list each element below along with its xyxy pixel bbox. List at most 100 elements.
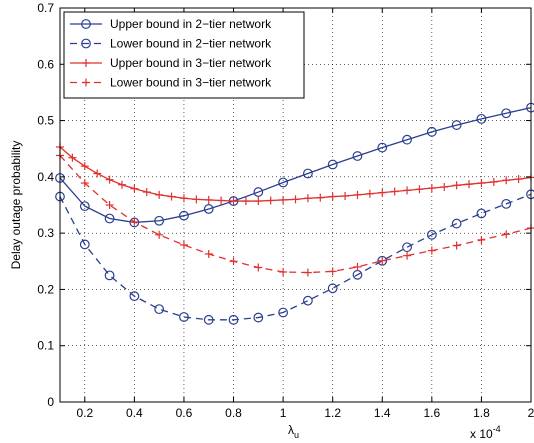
data-point <box>142 188 151 197</box>
y-tick-label: 0.1 <box>37 339 54 353</box>
y-tick-label: 0.2 <box>37 282 54 296</box>
data-point <box>81 38 91 49</box>
data-point <box>254 263 263 272</box>
data-point <box>179 312 189 322</box>
data-point <box>204 249 213 258</box>
data-point <box>93 169 102 178</box>
data-point <box>415 185 424 194</box>
data-point <box>155 190 164 199</box>
data-point <box>229 257 238 266</box>
data-point <box>130 217 139 226</box>
x-tick-label: 1 <box>280 406 287 420</box>
data-point <box>403 251 412 260</box>
series-layer <box>55 102 534 325</box>
x-axis-multiplier: x 10-4 <box>470 424 501 441</box>
data-point <box>327 159 338 170</box>
data-point <box>82 59 90 67</box>
data-point <box>79 239 90 250</box>
data-point <box>228 314 239 325</box>
data-point <box>68 153 77 162</box>
data-point <box>82 78 90 87</box>
series-3 <box>56 143 534 206</box>
data-point <box>241 197 250 206</box>
data-point <box>229 197 238 206</box>
data-point <box>403 186 412 195</box>
data-point <box>427 184 436 193</box>
data-point <box>104 213 115 224</box>
data-point <box>179 210 189 221</box>
data-point <box>79 201 90 212</box>
data-point <box>440 182 449 191</box>
x-tick-label: 0.8 <box>225 406 242 420</box>
legend-label: Upper bound in 2−tier network <box>110 17 272 31</box>
axis-ticks: 0.2 0.4 0.6 0.8 1 1.2 1.4 1.6 1.8 2 0 0.1 0.2 0.3 0.4 0… <box>37 1 534 420</box>
data-point <box>377 142 388 153</box>
data-point <box>129 291 140 302</box>
legend-item-3: Upper bound in 3−tier network <box>70 56 272 70</box>
x-tick-label: 1.2 <box>324 406 341 420</box>
data-point <box>254 197 263 206</box>
x-axis-label-main: λ <box>288 423 294 437</box>
data-point <box>390 187 399 196</box>
data-point <box>402 242 412 253</box>
x-tick-label: 0.6 <box>176 406 193 420</box>
data-point <box>154 215 165 226</box>
x-tick-label: 2 <box>528 406 534 420</box>
data-point <box>426 229 437 240</box>
data-point <box>130 184 139 193</box>
data-point <box>327 283 338 294</box>
data-point <box>81 19 91 29</box>
data-point <box>451 120 462 130</box>
data-point <box>489 177 498 186</box>
grid-lines <box>60 8 531 402</box>
x-axis-label-subscript: u <box>294 430 299 440</box>
x-tick-label: 1.4 <box>374 406 391 420</box>
y-tick-label: 0.7 <box>37 1 54 15</box>
data-point <box>352 151 363 161</box>
x-tick-label: 0.4 <box>126 406 143 420</box>
data-point <box>303 268 312 277</box>
legend-item-2: Lower bound in 2−tier network <box>70 37 272 51</box>
y-tick-label: 0.6 <box>37 57 54 71</box>
data-point <box>266 196 275 205</box>
data-point <box>465 180 474 189</box>
data-point <box>502 176 511 185</box>
data-point <box>378 188 387 197</box>
x-tick-label: 0.2 <box>76 406 93 420</box>
data-point <box>204 195 213 204</box>
y-tick-label: 0.3 <box>37 226 54 240</box>
data-point <box>341 191 350 200</box>
x-axis-multiplier-base: x 10 <box>470 427 493 441</box>
data-point <box>167 192 176 201</box>
data-point <box>291 195 300 204</box>
data-point <box>203 204 214 214</box>
data-point <box>328 192 337 201</box>
data-point <box>217 196 226 205</box>
y-tick-label: 0.4 <box>37 170 54 184</box>
legend-box <box>63 11 305 99</box>
data-point <box>477 235 486 244</box>
data-point <box>378 256 387 265</box>
data-point <box>451 218 462 229</box>
legend-label: Upper bound in 3−tier network <box>110 56 272 70</box>
data-point <box>179 194 188 203</box>
data-point <box>80 179 89 188</box>
x-tick-label: 1.6 <box>423 406 440 420</box>
data-point <box>514 175 523 184</box>
data-point <box>105 201 114 209</box>
data-point <box>427 246 436 255</box>
data-point <box>302 168 313 179</box>
data-point <box>452 181 461 190</box>
data-point <box>104 270 115 281</box>
y-tick-label: 0 <box>47 395 54 409</box>
y-tick-label: 0.5 <box>37 114 54 128</box>
data-point <box>353 190 362 199</box>
legend-item-4: Lower bound in 3−tier network <box>70 76 272 90</box>
data-point <box>105 175 114 184</box>
data-point <box>502 230 511 239</box>
data-point <box>501 108 512 119</box>
data-point <box>316 193 325 202</box>
data-point <box>501 198 512 209</box>
data-point <box>365 189 374 198</box>
data-point <box>80 162 89 171</box>
